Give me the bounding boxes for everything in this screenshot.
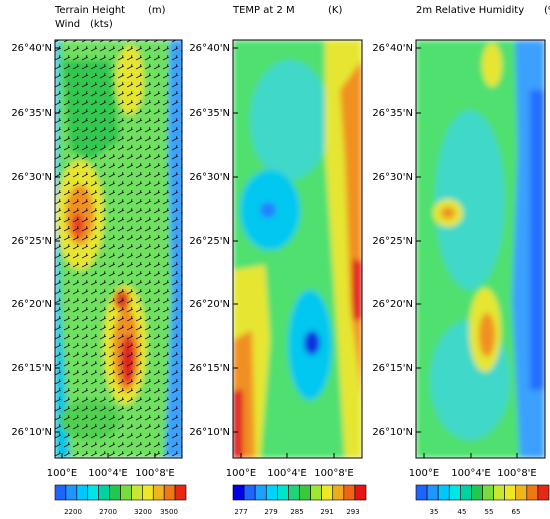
panel-frame	[415, 39, 546, 459]
colorbar-label: 35	[430, 508, 439, 516]
panel-frame	[232, 39, 363, 459]
terrain-field	[55, 40, 182, 458]
colorbar-label: 277	[234, 508, 247, 516]
lon-label: 100°8'E	[314, 468, 354, 479]
lat-label: 26°10'N	[372, 427, 413, 438]
colorbar-label: 65	[512, 508, 521, 516]
colorbar-cell	[437, 484, 450, 501]
lat-label: 26°35'N	[11, 108, 52, 119]
lon-label: 100°4'E	[451, 468, 491, 479]
lat-label: 26°20'N	[11, 299, 52, 310]
colorbar-cell	[343, 484, 356, 501]
lon-label: 100°E	[47, 468, 77, 479]
lat-label: 26°15'N	[11, 363, 52, 374]
panel-title: 2m Relative Humidity	[416, 5, 524, 16]
lon-label: 100°8'E	[135, 468, 175, 479]
lon-label: 100°8'E	[497, 468, 537, 479]
colorbar-cell	[131, 484, 143, 501]
lat-label: 26°40'N	[189, 43, 230, 54]
colorbar-cell	[142, 484, 154, 501]
lon-label: 100°E	[409, 468, 439, 479]
panel-title: TEMP at 2 M	[232, 5, 295, 16]
colorbar-cell	[493, 484, 505, 501]
colorbar-label: 2700	[99, 508, 117, 516]
colorbar-cell	[426, 484, 439, 501]
colorbar-label: 55	[485, 508, 494, 516]
colorbar-cell	[515, 484, 528, 501]
colorbar-cell	[471, 484, 483, 501]
colorbar-cell	[504, 484, 517, 501]
lat-label: 26°20'N	[189, 299, 230, 310]
colorbar-cell	[448, 484, 461, 501]
temperature-field	[233, 40, 362, 458]
colorbar-cell	[243, 484, 256, 501]
lat-label: 26°40'N	[372, 43, 413, 54]
colorbar-cell	[415, 484, 428, 501]
panel-frame	[54, 39, 183, 459]
colorbar-label: 2200	[64, 508, 82, 516]
colorbar-label: 279	[264, 508, 277, 516]
colorbar-cell	[232, 484, 245, 501]
lon-label: 100°E	[226, 468, 256, 479]
colorbar-cell	[460, 484, 472, 501]
colorbar-cell	[163, 484, 176, 501]
lon-label: 100°4'E	[88, 468, 128, 479]
colorbar-cell	[321, 484, 334, 501]
colorbar-cell	[65, 484, 78, 501]
panel-subtitle: Wind	[55, 19, 80, 30]
colorbar-cell	[76, 484, 89, 501]
colorbar-cell	[254, 484, 267, 501]
panel-unit: (K)	[328, 5, 342, 16]
colorbar-cell	[299, 484, 311, 501]
colorbar-cell	[277, 484, 289, 501]
panel-title: Terrain Height	[54, 5, 125, 16]
lat-label: 26°40'N	[11, 43, 52, 54]
colorbar-cell	[152, 484, 165, 501]
lon-label: 100°4'E	[267, 468, 307, 479]
colorbar-cell	[288, 484, 300, 501]
colorbar-label: 285	[290, 508, 303, 516]
colorbar-cell	[354, 484, 367, 501]
lat-label: 26°30'N	[372, 172, 413, 183]
colorbar-cell	[265, 484, 278, 501]
panel-subunit: (kts)	[90, 19, 113, 30]
colorbar-cell	[332, 484, 345, 501]
humidity-field	[416, 40, 545, 458]
colorbar-cell	[310, 484, 322, 501]
lat-label: 26°25'N	[189, 236, 230, 247]
lat-label: 26°15'N	[372, 363, 413, 374]
colorbar-label: 45	[458, 508, 467, 516]
colorbar-cell	[174, 484, 187, 501]
panel-unit: (m)	[148, 5, 166, 16]
lat-label: 26°25'N	[372, 236, 413, 247]
colorbar-cell	[482, 484, 494, 501]
colorbar-label: 3500	[160, 508, 178, 516]
colorbar-label: 293	[346, 508, 359, 516]
lat-label: 26°35'N	[189, 108, 230, 119]
colorbar-label: 3200	[134, 508, 152, 516]
lat-label: 26°10'N	[189, 427, 230, 438]
colorbar-label: 291	[320, 508, 333, 516]
colorbar-cell	[537, 484, 550, 501]
panel-unit: (%)	[544, 5, 550, 16]
colorbar-cell	[526, 484, 539, 501]
lat-label: 26°30'N	[189, 172, 230, 183]
lat-label: 26°10'N	[11, 427, 52, 438]
colorbar-cell	[54, 484, 67, 501]
colorbar-cell	[87, 484, 99, 501]
lat-label: 26°25'N	[11, 236, 52, 247]
lat-label: 26°30'N	[11, 172, 52, 183]
lat-label: 26°35'N	[372, 108, 413, 119]
colorbar-cell	[120, 484, 132, 501]
lat-label: 26°20'N	[372, 299, 413, 310]
lat-label: 26°15'N	[189, 363, 230, 374]
colorbar-cell	[109, 484, 121, 501]
colorbar-cell	[98, 484, 110, 501]
